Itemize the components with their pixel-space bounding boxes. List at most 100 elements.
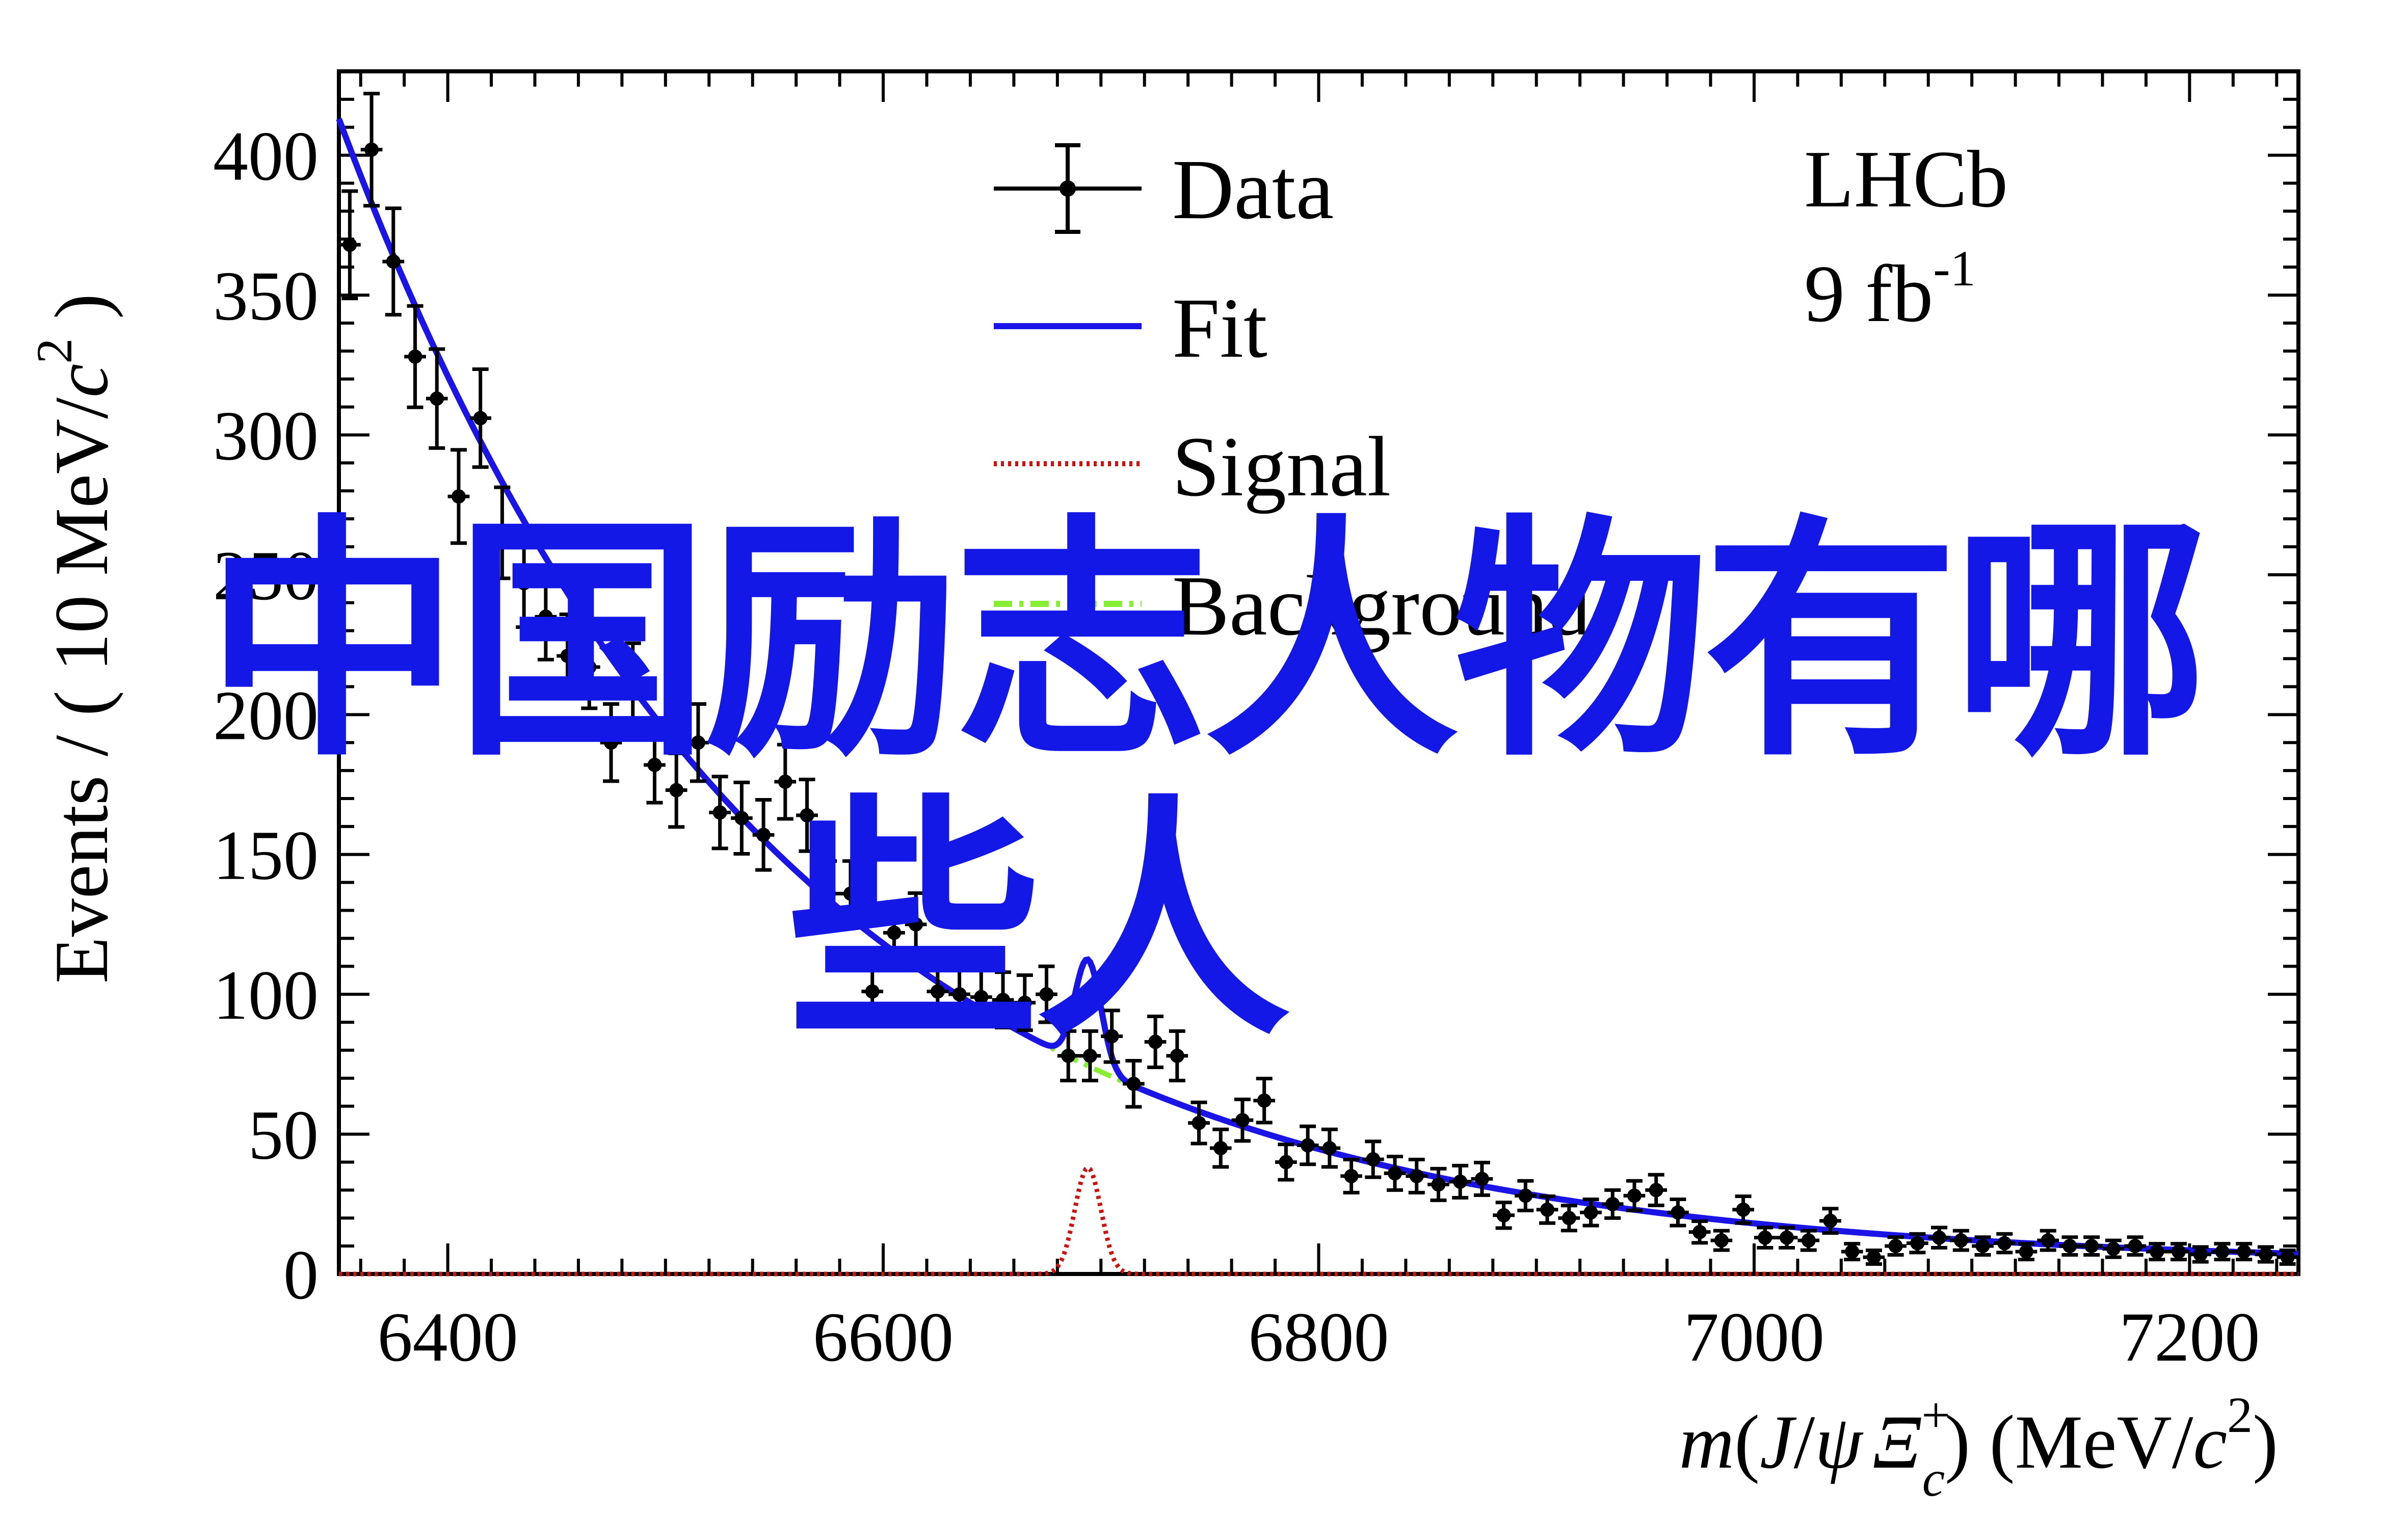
y-tick-label: 250 [213,537,319,615]
legend-background-label: Background [1172,559,1591,653]
data-point [2037,1229,2059,1252]
data-point [709,775,731,851]
data-point-marker [2280,1250,2295,1265]
data-point [992,970,1014,1029]
data-point-marker [843,886,858,901]
data-point-marker [495,525,510,540]
data-point [752,798,775,872]
data-point-marker [364,142,379,157]
data-point [1623,1179,1646,1212]
data-point [1797,1229,1820,1252]
data-point [1688,1219,1711,1245]
data-point-marker [887,925,902,940]
data-point [731,780,753,856]
data-point-marker [1213,1141,1228,1156]
data-point [2277,1249,2298,1266]
data-point [1732,1194,1754,1225]
data-point-marker [1605,1197,1620,1211]
data-point [1515,1179,1537,1212]
data-point [1253,1077,1276,1125]
data-point [2080,1235,2103,1257]
legend-signal-label: Signal [1172,419,1391,514]
data-point-marker [1583,1205,1598,1220]
data-point-marker [1627,1188,1642,1203]
data-point [883,900,905,966]
data-point [948,964,970,1024]
y-tick-label: 0 [283,1236,319,1314]
data-point-marker [1714,1233,1729,1248]
data-point-marker [822,886,836,901]
data-point [1950,1229,1972,1252]
y-tick-label: 350 [213,257,319,335]
data-point [2211,1242,2233,1262]
data-point [600,702,622,783]
data-point-marker [909,917,923,932]
legend-fit-label: Fit [1172,281,1267,376]
data-point [382,206,405,317]
data-point-marker [1453,1174,1468,1189]
data-point-marker [1344,1168,1359,1183]
x-tick-label: 6400 [378,1298,518,1376]
legend-fit-entry: Fit [994,281,1267,376]
data-point-marker [604,735,619,750]
data-point [2255,1245,2277,1264]
data-point [339,189,361,301]
data-point-marker [1170,1048,1184,1063]
data-point [535,572,557,661]
data-point-marker [1866,1250,1881,1265]
tick-labels: 6400 6600 6800 7000 7200 0 50 100 150 200 250 300 35… [213,117,2260,1376]
y-tick-label: 400 [213,117,319,195]
data-point-marker [1366,1152,1381,1166]
data-point [1036,964,1057,1024]
data-point [1209,1127,1232,1169]
data-point-marker [386,254,401,269]
data-point-marker [1562,1211,1576,1226]
data-point [1580,1198,1602,1228]
data-point-marker [1888,1239,1903,1254]
data-point [1427,1166,1449,1202]
data-point-marker [2172,1244,2186,1259]
data-point [1275,1143,1297,1182]
data-point [2233,1242,2255,1262]
data-point-marker [451,489,466,504]
data-point-marker [1671,1205,1685,1220]
data-point-marker [517,576,532,591]
data-point [1667,1198,1689,1228]
data-point [404,304,426,409]
legend-background-entry: Background [994,559,1591,653]
y-axis-title: Events / ( 10 MeV/c2 ) [26,294,124,984]
data-point-marker [1758,1230,1772,1245]
data-point-marker [473,411,488,426]
data-point [2124,1235,2146,1257]
legend-data-entry: Data [994,142,1334,237]
legend-signal-entry: Signal [994,419,1391,514]
data-point-marker [2041,1233,2055,1248]
data-point-marker [1431,1177,1446,1192]
data-point-marker [2150,1244,2164,1259]
data-point [1993,1232,2016,1255]
data-point [1101,1008,1123,1064]
data-point [513,537,535,629]
x-tick-label: 7000 [1684,1298,1824,1376]
data-point [622,641,644,727]
experiment-label: LHCb [1804,134,2008,224]
data-point-marker [778,775,792,789]
data-point-marker [1518,1188,1533,1203]
data-point [578,624,600,710]
overlay-text-line1: 中国励志人物有哪 [205,494,2208,790]
data-point [796,778,818,853]
data-point [1231,1097,1254,1143]
data-point [1841,1242,1863,1262]
data-point-marker [1780,1230,1794,1245]
data-point [1123,1059,1145,1109]
data-point [2059,1235,2081,1257]
data-point-marker [1148,1034,1163,1049]
data-point-marker [2237,1244,2252,1259]
data-point [1907,1232,1928,1255]
data-point-marker [691,735,705,750]
data-point [1144,1014,1167,1069]
y-tick-label: 100 [213,956,319,1034]
data-point [1972,1235,1994,1257]
